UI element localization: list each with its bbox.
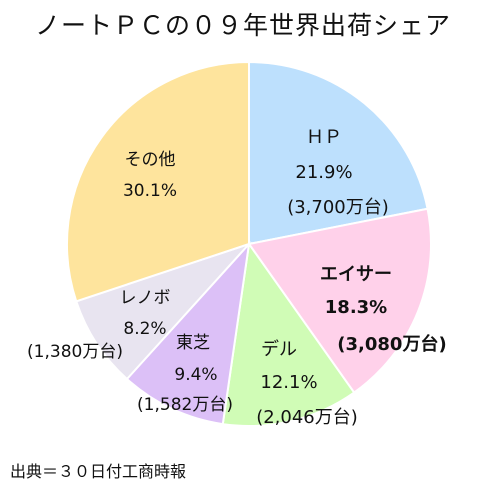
slice-percent-label: 21.9%	[295, 162, 352, 183]
pie-slice	[74, 241, 253, 381]
slice-percent-label: 18.3%	[325, 297, 387, 318]
slice-percent-label: 30.1%	[123, 181, 177, 201]
slice-percent-label: 12.1%	[260, 372, 317, 393]
chart-title: ノートＰＣの０９年世界出荷シェア	[34, 11, 451, 40]
slice-percent-label: 9.4%	[174, 365, 217, 385]
pie-slice	[125, 240, 251, 426]
slice-name-label: デル	[261, 339, 297, 360]
slice-units-label: (3,080万台)	[337, 333, 446, 355]
slice-name-label: 東芝	[176, 333, 210, 353]
slice-name-label: ＨＰ	[306, 127, 342, 148]
slice-units-label: (1,582万台)	[137, 395, 233, 415]
pie-slice	[248, 60, 429, 246]
slice-units-label: (3,700万台)	[287, 197, 389, 218]
slice-percent-label: 8.2%	[123, 319, 166, 339]
pie-slice	[247, 207, 432, 394]
slice-name-label: レノボ	[120, 288, 171, 308]
source-note: 出典＝３０日付工商時報	[10, 462, 187, 481]
slice-name-label: エイサー	[320, 264, 392, 285]
slice-units-label: (2,046万台)	[256, 407, 358, 428]
slice-name-label: その他	[125, 150, 176, 170]
pie-slice	[221, 241, 356, 427]
pie-slice	[66, 60, 250, 303]
slice-units-label: (1,380万台)	[27, 342, 123, 362]
